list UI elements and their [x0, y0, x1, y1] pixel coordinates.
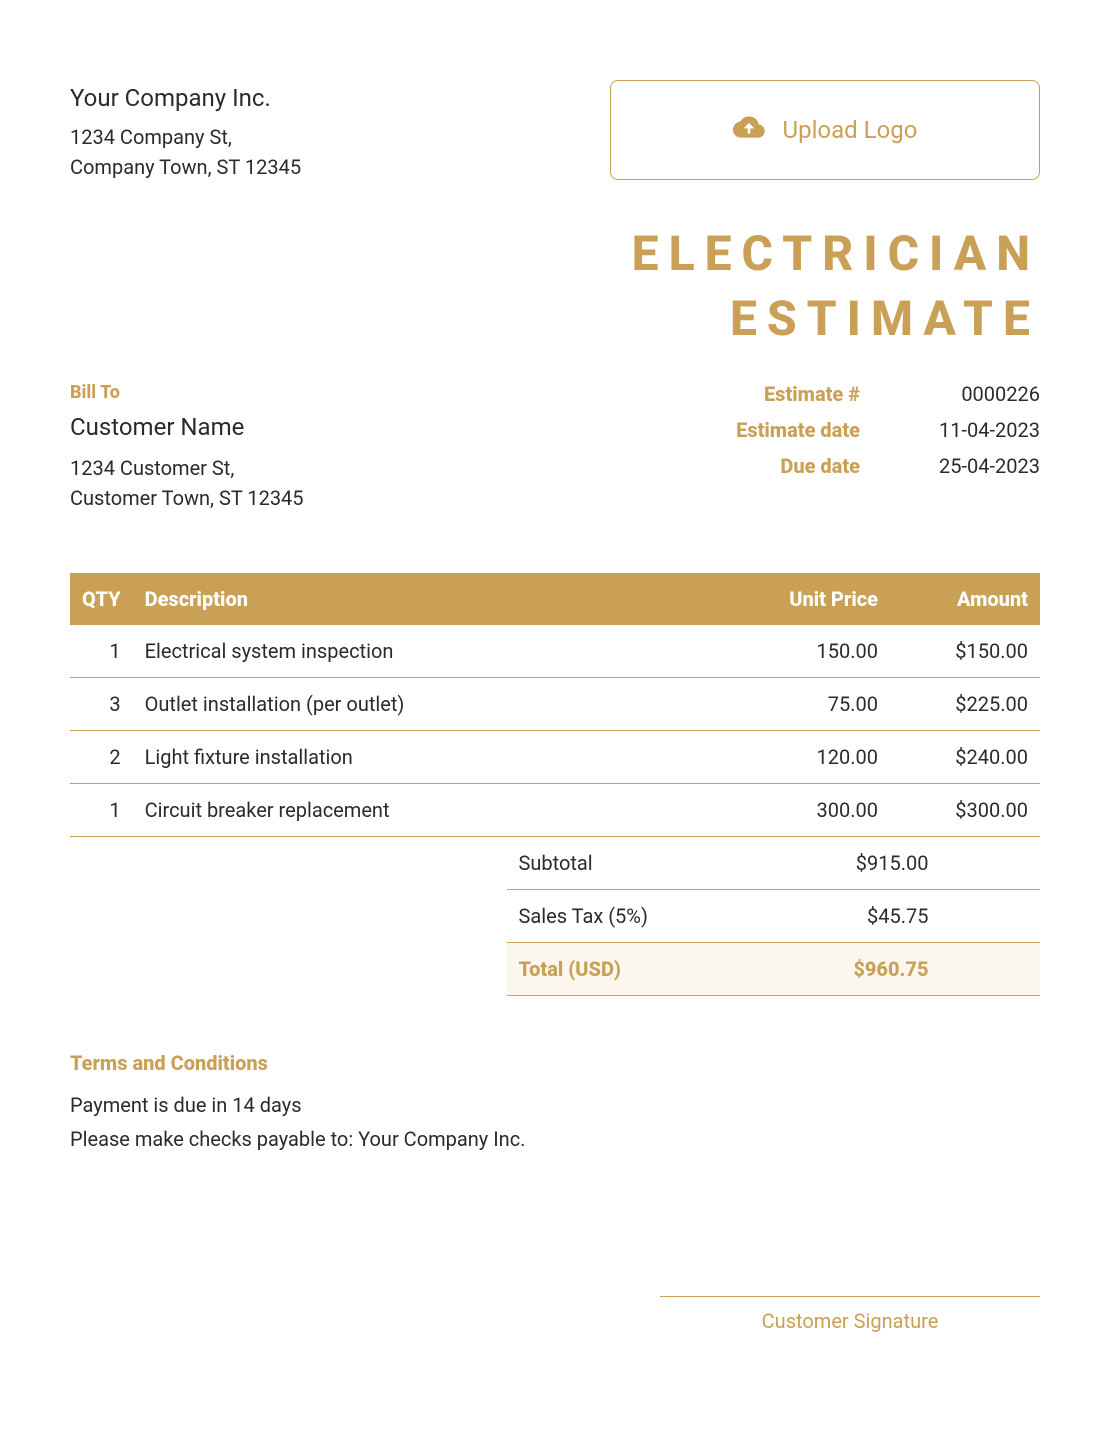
- company-address-line1: 1234 Company St,: [70, 122, 301, 152]
- signature-label: Customer Signature: [762, 1309, 939, 1333]
- header-qty: QTY: [70, 573, 133, 625]
- tax-label: Sales Tax (5%): [519, 904, 779, 928]
- row-amount: $300.00: [890, 783, 1040, 836]
- cloud-upload-icon: [733, 111, 765, 149]
- terms-block: Terms and Conditions Payment is due in 1…: [70, 1046, 1040, 1156]
- row-amount: $240.00: [890, 730, 1040, 783]
- header-unit-price: Unit Price: [740, 573, 890, 625]
- row-unit-price: 300.00: [740, 783, 890, 836]
- totals-block: Subtotal $915.00 Sales Tax (5%) $45.75 T…: [70, 837, 1040, 996]
- row-qty: 2: [70, 730, 133, 783]
- customer-address-line2: Customer Town, ST 12345: [70, 483, 304, 513]
- table-row: 2Light fixture installation120.00$240.00: [70, 730, 1040, 783]
- bill-to-block: Bill To Customer Name 1234 Customer St, …: [70, 382, 304, 513]
- company-address-line2: Company Town, ST 12345: [70, 152, 301, 182]
- row-qty: 3: [70, 677, 133, 730]
- estimate-number-value: 0000226: [900, 382, 1040, 406]
- company-name: Your Company Inc.: [70, 80, 301, 116]
- signature-line: Customer Signature: [660, 1296, 1040, 1333]
- table-row: 3Outlet installation (per outlet)75.00$2…: [70, 677, 1040, 730]
- bill-to-heading: Bill To: [70, 382, 304, 403]
- row-unit-price: 150.00: [740, 625, 890, 678]
- document-title-line1: ELECTRICIAN: [70, 222, 1040, 287]
- total-label: Total (USD): [519, 957, 779, 981]
- row-amount: $150.00: [890, 625, 1040, 678]
- upload-logo-label: Upload Logo: [783, 116, 918, 144]
- total-value: $960.75: [779, 957, 929, 981]
- header-description: Description: [133, 573, 740, 625]
- terms-heading: Terms and Conditions: [70, 1046, 1040, 1080]
- table-row: 1Circuit breaker replacement300.00$300.0…: [70, 783, 1040, 836]
- row-description: Electrical system inspection: [133, 625, 740, 678]
- upload-logo-button[interactable]: Upload Logo: [610, 80, 1040, 180]
- row-unit-price: 75.00: [740, 677, 890, 730]
- header-amount: Amount: [890, 573, 1040, 625]
- tax-value: $45.75: [779, 904, 929, 928]
- estimate-date-label: Estimate date: [680, 418, 860, 442]
- table-row: 1Electrical system inspection150.00$150.…: [70, 625, 1040, 678]
- terms-line2: Please make checks payable to: Your Comp…: [70, 1122, 1040, 1156]
- terms-line1: Payment is due in 14 days: [70, 1088, 1040, 1122]
- due-date-value: 25-04-2023: [900, 454, 1040, 478]
- estimate-date-value: 11-04-2023: [900, 418, 1040, 442]
- row-qty: 1: [70, 783, 133, 836]
- row-description: Outlet installation (per outlet): [133, 677, 740, 730]
- due-date-label: Due date: [680, 454, 860, 478]
- row-amount: $225.00: [890, 677, 1040, 730]
- document-title-line2: ESTIMATE: [70, 287, 1040, 352]
- document-title: ELECTRICIAN ESTIMATE: [70, 222, 1040, 352]
- customer-address-line1: 1234 Customer St,: [70, 453, 304, 483]
- line-items-table: QTY Description Unit Price Amount 1Elect…: [70, 573, 1040, 837]
- subtotal-value: $915.00: [779, 851, 929, 875]
- estimate-number-label: Estimate #: [680, 382, 860, 406]
- row-description: Circuit breaker replacement: [133, 783, 740, 836]
- row-qty: 1: [70, 625, 133, 678]
- row-unit-price: 120.00: [740, 730, 890, 783]
- company-block: Your Company Inc. 1234 Company St, Compa…: [70, 80, 301, 182]
- estimate-meta: Estimate # 0000226 Estimate date 11-04-2…: [680, 382, 1040, 513]
- row-description: Light fixture installation: [133, 730, 740, 783]
- subtotal-label: Subtotal: [519, 851, 779, 875]
- customer-name: Customer Name: [70, 413, 304, 441]
